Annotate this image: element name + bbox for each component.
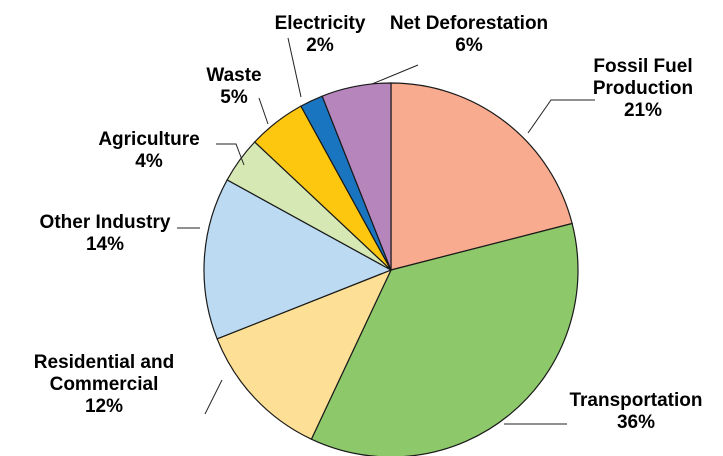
labels-layer: Fossil Fuel Production 21% Transportation 36… bbox=[34, 13, 703, 433]
slice-percent-electricity: 2% bbox=[306, 35, 334, 56]
slice-percent-residential-and-commercial: 12% bbox=[85, 396, 123, 417]
slice-label-transportation: Transportation 36% bbox=[569, 390, 702, 433]
slice-label-fossil-fuel-production: Fossil Fuel Production 21% bbox=[593, 56, 693, 121]
leader-line-fossil-fuel-production bbox=[527, 99, 595, 134]
slice-name-electricity: Electricity bbox=[275, 13, 366, 34]
slice-label-waste: Waste 5% bbox=[206, 65, 261, 108]
slice-percent-net-deforestation: 6% bbox=[455, 35, 483, 56]
slices-layer bbox=[203, 82, 579, 456]
slice-percent-transportation: 36% bbox=[617, 412, 655, 433]
slice-name-fossil-fuel-production: Production bbox=[593, 78, 693, 99]
slice-percent-other-industry: 14% bbox=[86, 234, 124, 255]
slice-percent-waste: 5% bbox=[220, 87, 248, 108]
slice-name-agriculture: Agriculture bbox=[98, 129, 199, 150]
slice-label-electricity: Electricity 2% bbox=[275, 13, 366, 56]
slice-name-residential-and-commercial: Commercial bbox=[50, 374, 159, 395]
leader-lines-layer bbox=[177, 37, 595, 425]
leader-line-agriculture bbox=[216, 143, 245, 166]
slice-name-waste: Waste bbox=[206, 65, 261, 86]
leader-line-waste bbox=[258, 97, 269, 125]
slice-label-other-industry: Other Industry 14% bbox=[40, 212, 171, 255]
slice-name-fossil-fuel-production: Fossil Fuel bbox=[593, 56, 692, 77]
slice-name-transportation: Transportation bbox=[569, 390, 702, 411]
slice-transportation bbox=[310, 222, 579, 456]
slice-other-industry bbox=[203, 179, 393, 340]
slice-residential-and-commercial bbox=[216, 268, 393, 440]
slice-percent-agriculture: 4% bbox=[135, 151, 163, 172]
leader-line-electricity bbox=[287, 37, 302, 98]
slice-label-net-deforestation: Net Deforestation 6% bbox=[390, 13, 548, 56]
slice-name-other-industry: Other Industry bbox=[40, 212, 171, 233]
slice-fossil-fuel-production bbox=[390, 82, 573, 271]
slice-name-net-deforestation: Net Deforestation bbox=[390, 13, 548, 34]
slice-label-residential-and-commercial: Residential and Commercial 12% bbox=[34, 352, 174, 417]
slice-name-residential-and-commercial: Residential and bbox=[34, 352, 174, 373]
slice-percent-fossil-fuel-production: 21% bbox=[624, 100, 662, 121]
leader-line-net-deforestation bbox=[371, 64, 419, 85]
slice-net-deforestation bbox=[321, 82, 392, 271]
leader-line-residential-and-commercial bbox=[204, 379, 223, 415]
slice-label-agriculture: Agriculture 4% bbox=[98, 129, 199, 172]
